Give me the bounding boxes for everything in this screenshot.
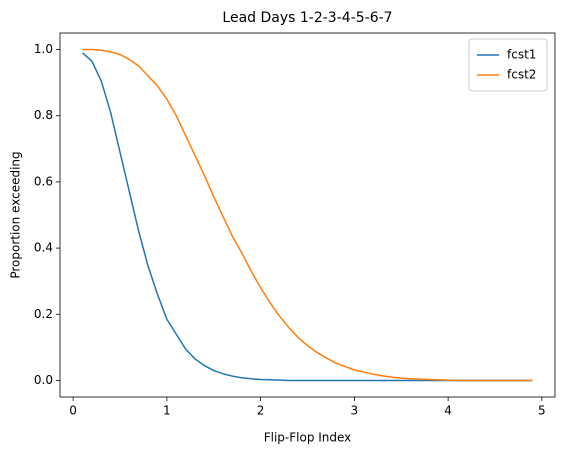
x-axis-label: Flip-Flop Index	[264, 431, 352, 445]
y-tick-label: 0.4	[34, 241, 53, 255]
x-tick-label: 5	[538, 404, 546, 418]
x-tick-label: 1	[163, 404, 171, 418]
legend-label: fcst1	[507, 48, 536, 62]
y-tick-label: 0.8	[34, 108, 53, 122]
plot-frame	[59, 32, 556, 398]
y-tick-label: 1.0	[34, 42, 53, 56]
x-tick-label: 3	[351, 404, 359, 418]
x-tick-label: 4	[444, 404, 452, 418]
line-series	[82, 48, 533, 382]
x-tick-label: 2	[257, 404, 265, 418]
chart-title: Lead Days 1-2-3-4-5-6-7	[222, 10, 392, 26]
legend-label: fcst2	[507, 68, 536, 82]
y-tick-label: 0.6	[34, 174, 53, 188]
x-tick-label: 0	[69, 404, 77, 418]
y-axis-label: Proportion exceeding	[9, 151, 23, 278]
y-tick-label: 0.0	[34, 373, 53, 387]
y-tick-label: 0.2	[34, 307, 53, 321]
legend-box	[468, 38, 548, 92]
